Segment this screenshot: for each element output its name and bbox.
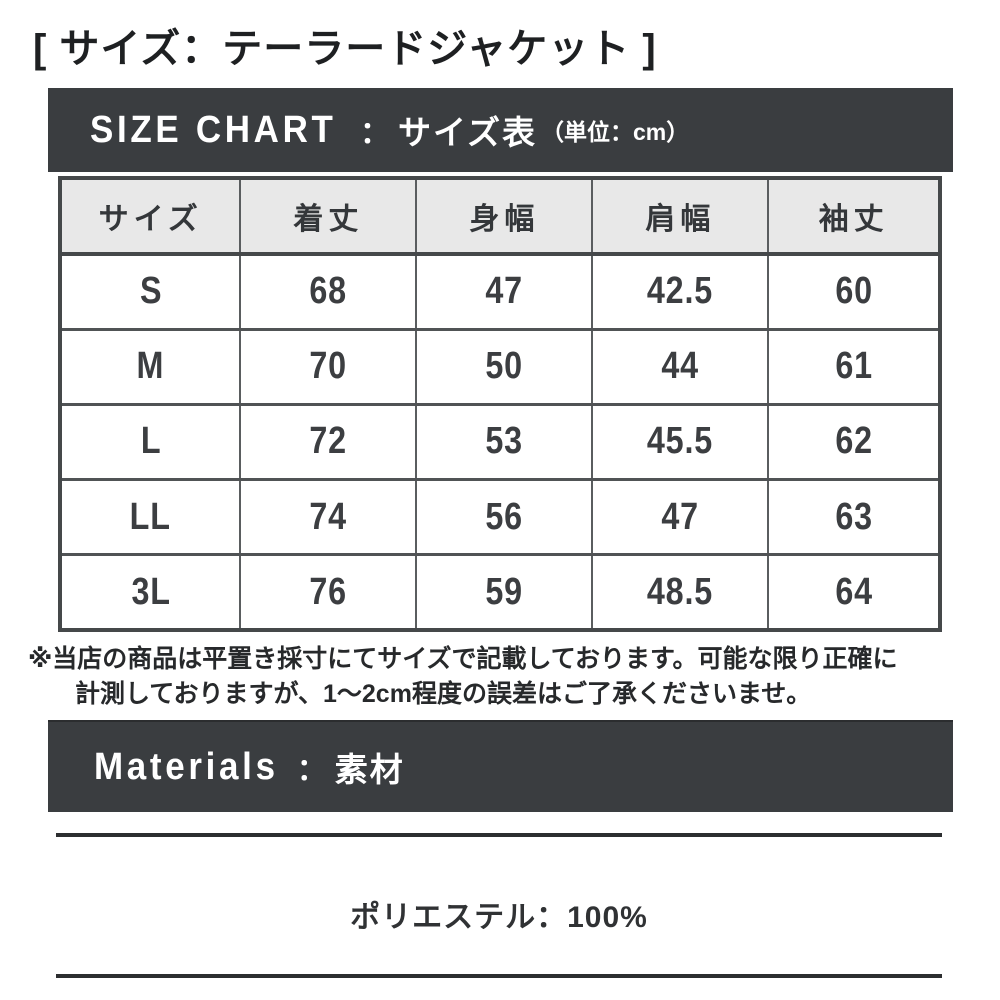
column-header-size: サイズ <box>58 177 242 256</box>
size-chart-banner-en: SIZE CHART <box>90 108 337 151</box>
size-chart-banner-unit: （単位：cm） <box>541 119 690 145</box>
value-cell: 59 <box>415 553 594 632</box>
size-cell: S <box>58 252 242 331</box>
value-cell: 60 <box>767 252 941 331</box>
size-table: サイズ 着丈 身幅 肩幅 袖丈 S 68 47 42.5 60 M 70 50 … <box>58 176 942 632</box>
materials-banner-jp: 素材 <box>334 751 405 788</box>
table-row: 3L 76 59 48.5 64 <box>58 553 941 632</box>
size-cell: LL <box>58 478 242 557</box>
table-row: S 68 47 42.5 60 <box>58 252 941 331</box>
measurement-note-line2: 計測しておりますが、1〜2cm程度の誤差はご了承くださいませ。 <box>75 680 812 708</box>
value-cell: 45.5 <box>591 402 770 482</box>
size-cell: M <box>58 327 242 406</box>
value-cell: 72 <box>239 402 418 482</box>
column-header-length: 着丈 <box>239 177 418 256</box>
measurement-note-line1: ※当店の商品は平置き採寸にてサイズで記載しております。可能な限り正確に <box>28 645 898 673</box>
materials-content: ポリエステル：100% <box>350 901 648 934</box>
value-cell: 47 <box>591 478 770 557</box>
value-cell: 64 <box>767 553 941 632</box>
value-cell: 61 <box>767 327 941 406</box>
size-table-header-row: サイズ 着丈 身幅 肩幅 袖丈 <box>58 177 941 256</box>
column-header-sleeve: 袖丈 <box>767 177 941 256</box>
measurement-note: ※当店の商品は平置き採寸にてサイズで記載しております。可能な限り正確に 計測して… <box>28 642 986 712</box>
materials-banner: Materials ： 素材 <box>48 720 953 812</box>
value-cell: 53 <box>415 402 594 482</box>
value-cell: 50 <box>415 327 594 406</box>
value-cell: 76 <box>239 553 418 632</box>
value-cell: 62 <box>767 402 941 482</box>
materials-divider-bottom <box>56 974 942 978</box>
materials-banner-en: Materials <box>94 745 279 788</box>
table-row: L 72 53 45.5 62 <box>58 402 941 482</box>
materials-divider-top <box>56 833 942 837</box>
materials-banner-separator: ： <box>296 754 327 787</box>
size-cell: 3L <box>58 553 242 632</box>
page-title: [ サイズ：テーラードジャケット ] <box>33 27 657 71</box>
column-header-width: 身幅 <box>415 177 594 256</box>
value-cell: 56 <box>415 478 594 557</box>
size-chart-banner-separator: ： <box>360 117 390 150</box>
value-cell: 48.5 <box>591 553 770 632</box>
value-cell: 42.5 <box>591 252 770 331</box>
size-chart-banner: SIZE CHART ： サイズ表 （単位：cm） <box>48 88 953 172</box>
table-row: M 70 50 44 61 <box>58 327 941 406</box>
value-cell: 47 <box>415 252 594 331</box>
size-cell: L <box>58 402 242 482</box>
value-cell: 63 <box>767 478 941 557</box>
value-cell: 70 <box>239 327 418 406</box>
value-cell: 44 <box>591 327 770 406</box>
value-cell: 68 <box>239 252 418 331</box>
table-row: LL 74 56 47 63 <box>58 478 941 557</box>
column-header-shoulder: 肩幅 <box>591 177 770 256</box>
value-cell: 74 <box>239 478 418 557</box>
size-chart-banner-jp: サイズ表 <box>398 114 538 151</box>
